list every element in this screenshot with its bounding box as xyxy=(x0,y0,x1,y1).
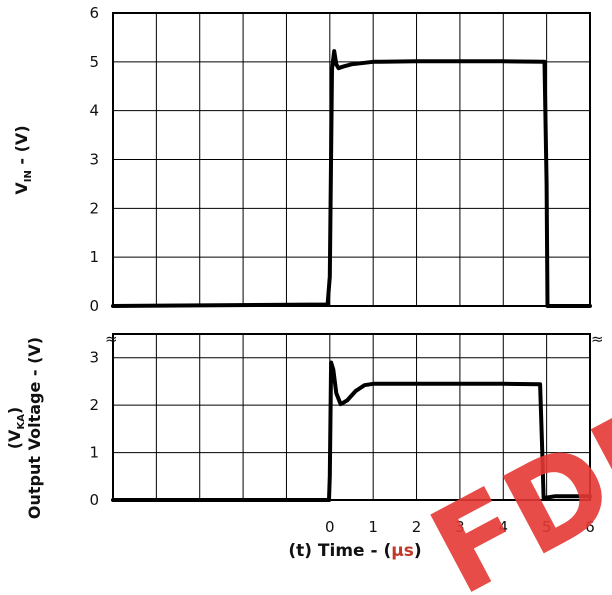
x-tick-label: 3 xyxy=(455,518,465,536)
top-panel: 0 1 2 3 4 5 6 xyxy=(89,4,592,315)
top-y-label-main: V xyxy=(12,182,31,195)
x-axis-label-close: ) xyxy=(414,541,422,561)
bottom-y-axis-label: (VKA) Output Voltage - (V) xyxy=(5,337,44,519)
bottom-y-label-sub: KA xyxy=(16,414,27,430)
bottom-frame xyxy=(112,333,591,501)
bottom-y-ticks: 0 1 2 3 xyxy=(89,349,99,509)
top-y-tick-label: 0 xyxy=(89,297,99,315)
bottom-y-tick-label: 3 xyxy=(89,349,99,367)
x-axis-label: (t) Time - (µs) xyxy=(288,541,421,561)
bottom-series-line xyxy=(111,360,592,502)
x-tick-label: 1 xyxy=(368,518,378,536)
svg-text:(VKA): (VKA) xyxy=(5,407,27,450)
svg-text:VIN - (V): VIN - (V) xyxy=(12,125,34,194)
top-y-label-rest: - (V) xyxy=(12,125,31,170)
top-y-tick-label: 5 xyxy=(89,53,99,71)
x-tick-label: 2 xyxy=(412,518,422,536)
top-grid xyxy=(112,12,591,307)
x-axis-label-main: (t) Time - ( xyxy=(288,541,391,561)
bottom-y-label-line2: Output Voltage - (V) xyxy=(25,337,44,519)
bottom-y-tick-label: 1 xyxy=(89,444,99,462)
top-y-tick-label: 2 xyxy=(89,199,99,217)
x-tick-label: 6 xyxy=(585,518,595,536)
bottom-panel: 0 1 2 3 0 1 2 3 4 5 6 xyxy=(89,333,595,536)
bottom-y-label-close: ) xyxy=(5,407,24,414)
top-y-tick-label: 6 xyxy=(89,4,99,22)
top-y-ticks: 0 1 2 3 4 5 6 xyxy=(89,4,99,315)
x-axis-label-unit: µs xyxy=(391,541,414,561)
break-mark-right: ≈ xyxy=(591,330,604,348)
top-series-line xyxy=(111,49,592,308)
x-tick-label: 5 xyxy=(542,518,552,536)
top-y-label-sub: IN xyxy=(23,170,34,182)
bottom-x-ticks: 0 1 2 3 4 5 6 xyxy=(325,518,595,536)
top-y-tick-label: 1 xyxy=(89,248,99,266)
top-y-tick-label: 4 xyxy=(89,102,99,120)
break-mark-left: ≈ xyxy=(105,330,118,348)
bottom-y-label-open: (V xyxy=(5,429,24,449)
x-tick-label: 0 xyxy=(325,518,335,536)
watermark-logo: FDM xyxy=(410,359,612,595)
bottom-y-tick-label: 2 xyxy=(89,396,99,414)
top-y-axis-label: VIN - (V) xyxy=(12,125,34,194)
bottom-y-tick-label: 0 xyxy=(89,491,99,509)
x-tick-label: 4 xyxy=(498,518,508,536)
top-y-tick-label: 3 xyxy=(89,151,99,169)
